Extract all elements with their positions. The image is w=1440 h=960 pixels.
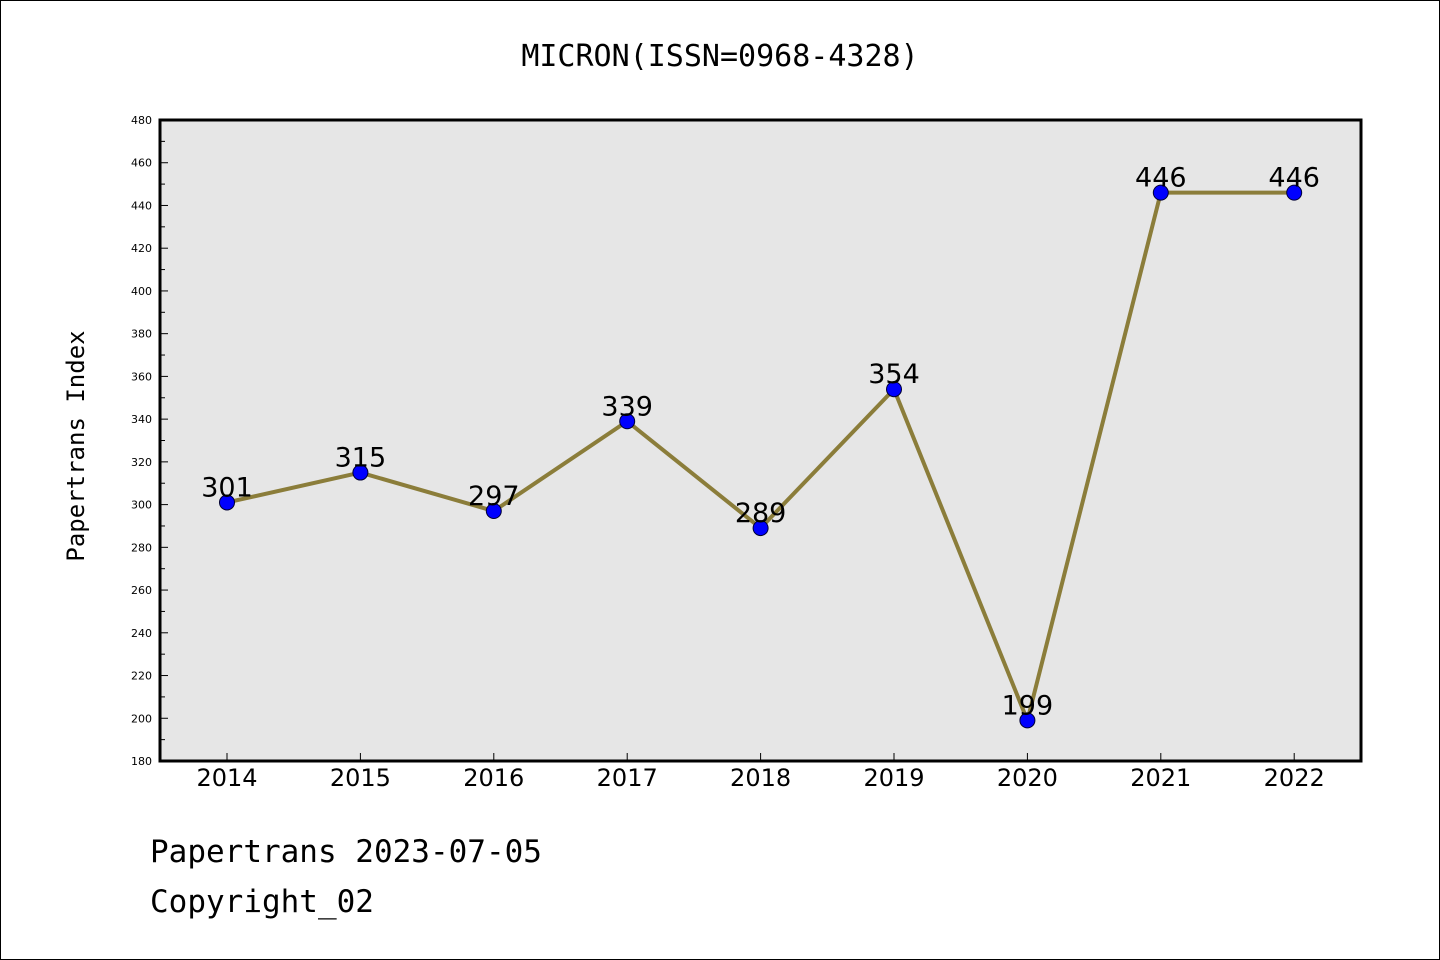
x-tick-label: 2015 [330, 764, 391, 792]
x-tick-label: 2020 [997, 764, 1058, 792]
data-label: 446 [1135, 163, 1187, 194]
y-tick-label: 280 [131, 541, 152, 554]
data-label: 354 [868, 359, 920, 390]
data-label: 301 [201, 472, 253, 503]
x-tick-label: 2017 [597, 764, 658, 792]
y-tick-label: 480 [131, 114, 152, 127]
x-tick-label: 2016 [463, 764, 524, 792]
data-point [1152, 184, 1169, 201]
data-label: 289 [735, 498, 787, 529]
y-axis-label: Papertrans Index [62, 330, 90, 561]
y-tick-label: 380 [131, 328, 152, 341]
data-point [1019, 712, 1036, 729]
y-tick-label: 420 [131, 242, 152, 255]
x-tick-label: 2019 [863, 764, 924, 792]
y-tick-label: 260 [131, 584, 152, 597]
y-tick-label: 220 [131, 670, 152, 683]
footer-copyright: Copyright_02 [150, 884, 374, 920]
data-point [752, 520, 769, 537]
data-point [886, 381, 902, 398]
chart-title: MICRON(ISSN=0968-4328) [521, 39, 918, 74]
y-tick-label: 400 [131, 285, 152, 298]
x-tick-label: 2018 [730, 764, 791, 792]
data-point [219, 494, 235, 511]
y-tick-label: 340 [131, 413, 152, 426]
footer-date: Papertrans 2023-07-05 [150, 834, 542, 870]
data-label: 199 [1002, 690, 1054, 721]
y-tick-label: 460 [131, 157, 152, 170]
y-tick-label: 180 [131, 755, 152, 768]
plot-area [158, 118, 1363, 763]
data-point [485, 503, 502, 520]
x-tick-label: 2014 [196, 764, 257, 792]
y-tick-label: 360 [131, 370, 152, 383]
y-tick-label: 300 [131, 499, 152, 512]
data-point [1286, 184, 1303, 201]
data-label: 446 [1268, 163, 1320, 194]
data-point [352, 464, 369, 481]
data-label: 297 [468, 481, 520, 512]
y-tick-label: 200 [131, 712, 152, 725]
y-tick-label: 240 [131, 627, 152, 640]
y-tick-label: 440 [131, 199, 152, 212]
data-label: 339 [601, 391, 653, 422]
data-point [619, 413, 636, 430]
x-tick-label: 2022 [1264, 764, 1325, 792]
x-tick-label: 2021 [1130, 764, 1191, 792]
y-tick-label: 320 [131, 456, 152, 469]
data-label: 315 [335, 443, 387, 474]
